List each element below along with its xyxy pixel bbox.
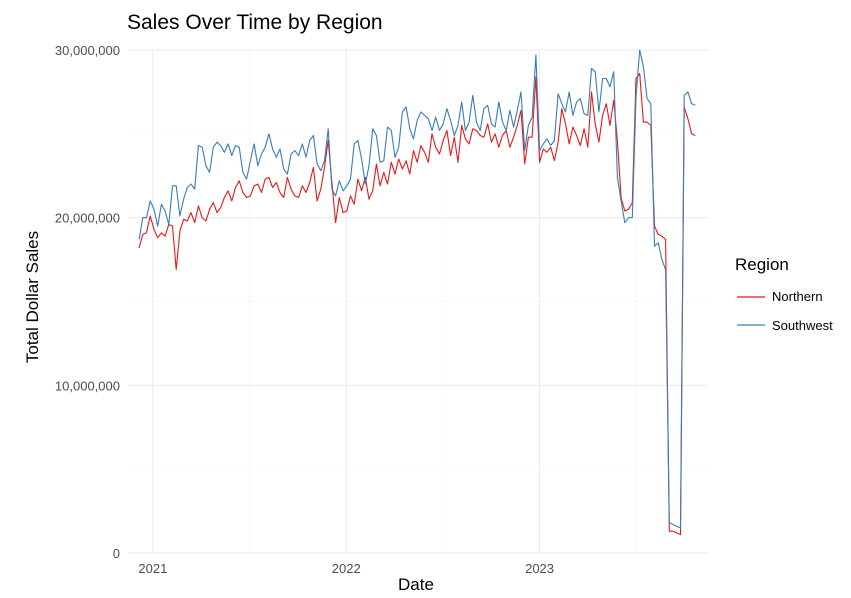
legend: Region Northern Southwest: [735, 255, 833, 333]
x-tick-label: 2022: [332, 561, 361, 576]
plot-lines: [138, 49, 696, 536]
legend-label-northern: Northern: [772, 289, 823, 304]
y-axis-ticks: 0 10,000,000 20,000,000 30,000,000: [55, 43, 120, 561]
y-tick-label: 10,000,000: [55, 378, 120, 393]
series-line-southwest: [138, 49, 696, 529]
y-axis-title: Total Dollar Sales: [23, 231, 42, 363]
legend-title: Region: [735, 255, 789, 274]
plot-grid: [128, 49, 708, 554]
series-line-northern: [138, 72, 696, 536]
y-tick-label: 30,000,000: [55, 43, 120, 58]
x-axis-title: Date: [398, 575, 434, 594]
y-tick-label: 0: [113, 546, 120, 561]
legend-label-southwest: Southwest: [772, 318, 833, 333]
y-tick-label: 20,000,000: [55, 211, 120, 226]
x-axis-ticks: 2021 2022 2023: [138, 561, 554, 576]
x-tick-label: 2021: [138, 561, 167, 576]
chart-title: Sales Over Time by Region: [127, 11, 383, 34]
x-tick-label: 2023: [525, 561, 554, 576]
